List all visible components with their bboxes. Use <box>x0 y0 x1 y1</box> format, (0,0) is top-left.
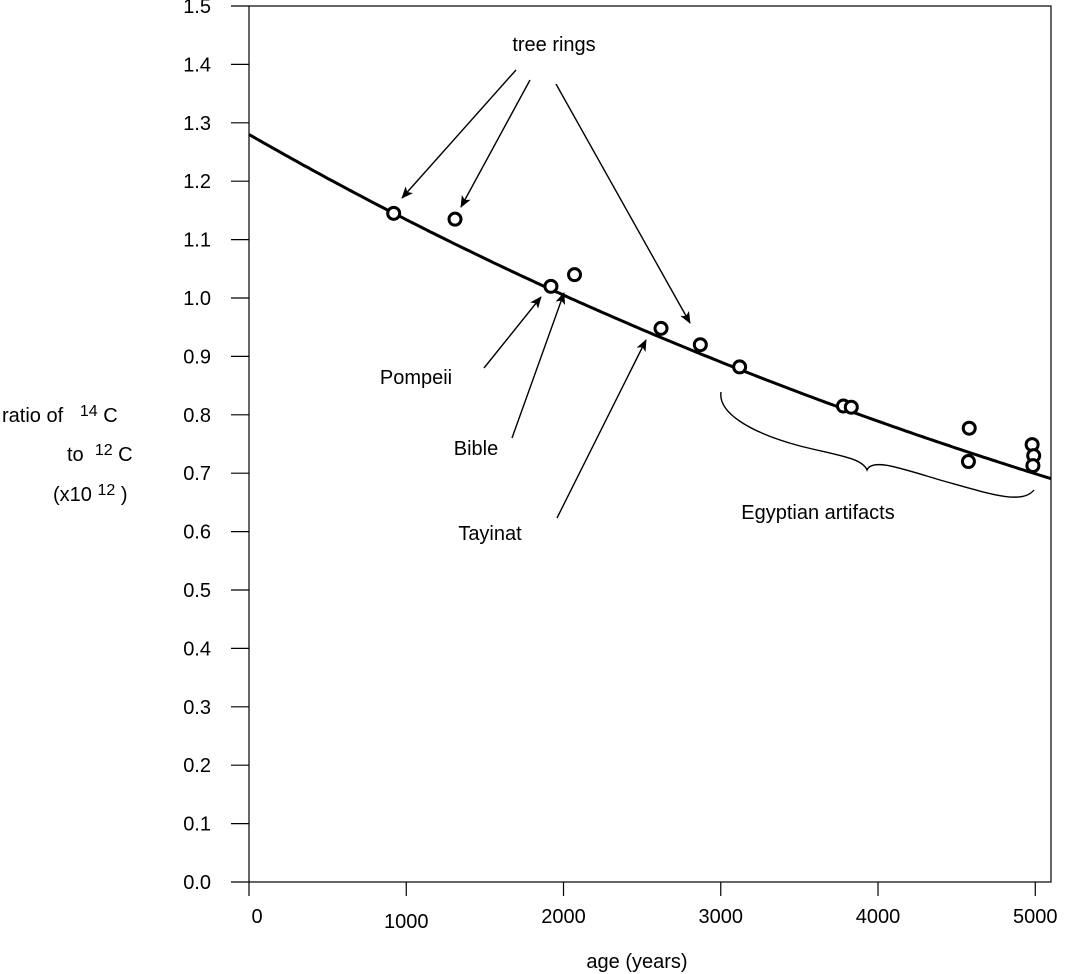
data-points <box>386 205 1042 474</box>
annotation-tree-rings: tree rings <box>512 34 595 56</box>
fit-curve <box>248 133 1052 481</box>
tree-rings-arrow-2 <box>460 79 531 208</box>
tree-rings-arrow-1 <box>401 69 517 199</box>
y-tick-label: 0.4 <box>183 638 211 660</box>
bible-arrow <box>511 292 565 439</box>
y-tick-label: 1.3 <box>183 113 211 135</box>
y-tick-label: 1.0 <box>183 288 211 310</box>
data-point <box>843 399 859 415</box>
y-axis-label-line2: to 12 C <box>67 442 133 466</box>
data-point <box>543 278 559 294</box>
x-tick-label: 3000 <box>699 906 744 928</box>
y-tick-label: 1.4 <box>183 54 211 76</box>
y-tick-label: 0.8 <box>183 405 211 427</box>
plot-frame <box>248 5 1052 883</box>
annotation-pompeii: Pompeii <box>380 367 452 389</box>
data-point <box>692 337 708 353</box>
data-point <box>447 211 463 227</box>
y-label-sup-3: 12 <box>97 482 116 499</box>
data-point <box>1025 458 1041 474</box>
y-label-suffix-2: C <box>118 444 133 466</box>
y-tick-label: 0.1 <box>183 814 211 836</box>
y-tick-label: 0.2 <box>183 755 211 777</box>
x-tick-label: 1000 <box>384 911 429 933</box>
y-label-sup-2: 12 <box>94 442 113 459</box>
y-label-prefix-1: ratio of <box>2 405 64 427</box>
data-point <box>386 205 402 221</box>
annotation-bible: Bible <box>454 438 498 460</box>
y-label-prefix-2: to <box>67 444 84 466</box>
annotation-egyptian-artifacts: Egyptian artifacts <box>741 502 894 524</box>
pompeii-arrow <box>483 296 542 369</box>
y-label-suffix-3: ) <box>120 484 128 506</box>
x-tick-label: 2000 <box>541 906 586 928</box>
annotation-arrows <box>401 69 1035 519</box>
annotation-tayinat: Tayinat <box>458 523 522 545</box>
x-tick-label: 0 <box>251 906 262 928</box>
x-tick-label: 5000 <box>1013 906 1058 928</box>
y-tick-label: 0.7 <box>183 463 211 485</box>
y-tick-label: 1.1 <box>183 230 211 252</box>
y-tick-label: 1.5 <box>183 0 211 18</box>
egyptian-brace <box>720 391 1035 498</box>
y-label-prefix-3: (x10 <box>53 484 92 506</box>
data-point <box>961 420 977 436</box>
y-tick-label: 0.6 <box>183 522 211 544</box>
y-axis-label-line3: (x10 12 ) <box>53 482 128 506</box>
y-tick-label: 0.5 <box>183 580 211 602</box>
y-label-suffix-1: C <box>103 405 118 427</box>
x-axis-ticks: 0 1000 2000 3000 4000 5000 <box>248 882 1058 933</box>
data-point <box>653 320 669 336</box>
tayinat-arrow <box>556 339 647 519</box>
y-label-sup-1: 14 <box>79 403 98 420</box>
y-tick-label: 0.9 <box>183 346 211 368</box>
tree-rings-arrow-3 <box>555 83 691 324</box>
data-point <box>732 359 748 375</box>
y-axis-label-line1: ratio of 14 C <box>2 403 118 427</box>
y-tick-label: 0.3 <box>183 697 211 719</box>
x-tick-label: 4000 <box>856 906 901 928</box>
x-axis-label: age (years) <box>586 951 687 973</box>
data-point <box>567 267 583 283</box>
y-axis-ticks: 0.0 0.1 0.2 0.3 0.4 0.5 0.6 0.7 0.8 0.9 1.0 1.1 1.2 1… <box>183 0 249 894</box>
data-point <box>960 454 976 470</box>
y-tick-label: 0.0 <box>183 872 211 894</box>
y-tick-label: 1.2 <box>183 171 211 193</box>
